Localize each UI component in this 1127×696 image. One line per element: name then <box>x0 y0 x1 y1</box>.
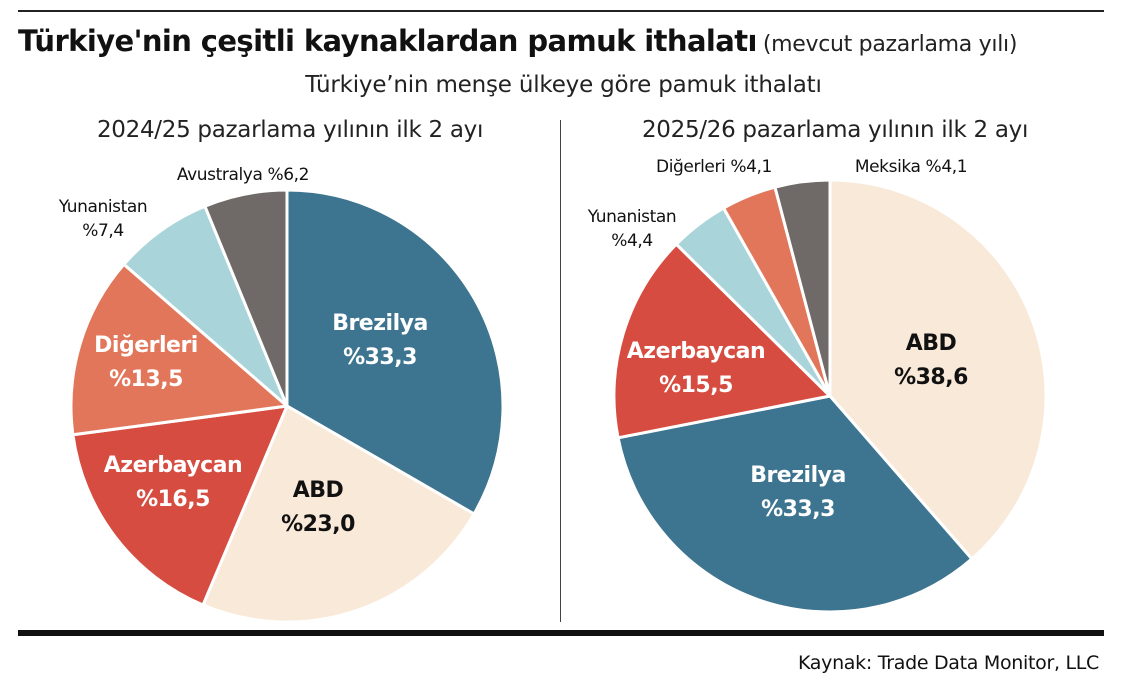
chart-subtitle: Türkiye’nin menşe ülkeye göre pamuk itha… <box>305 72 822 98</box>
slice-name-digerleri: Diğerleri <box>94 333 198 358</box>
slice-label-digerleri: Diğerleri %4,1 <box>656 157 772 177</box>
slice-label-yunanistan: Yunanistan <box>587 207 677 227</box>
pie-slice-abd <box>828 178 1048 561</box>
slice-name-azerbaycan: Azerbaycan <box>627 339 765 364</box>
slice-value-azerbaycan: %15,5 <box>659 373 733 398</box>
slice-value-abd: %38,6 <box>894 365 968 390</box>
pie-slice-azerbaycan <box>71 404 289 607</box>
slice-value-brezilya: %33,3 <box>343 345 417 370</box>
slice-name-abd: ABD <box>293 478 344 503</box>
slice-value-azerbaycan: %16,5 <box>136 487 210 512</box>
chart-title-suffix: (mevcut pazarlama yılı) <box>762 32 1018 57</box>
right-pie-title: 2025/26 pazarlama yılının ilk 2 ayı <box>641 117 1029 143</box>
slice-name-abd: ABD <box>906 331 957 356</box>
slice-label-avustralya: Avustralya %6,2 <box>177 165 309 185</box>
slice-value-digerleri: %13,5 <box>109 367 183 392</box>
pie-slice-yunanistan <box>122 204 289 408</box>
pie-slice-avustralya <box>203 188 289 408</box>
source-note: Kaynak: Trade Data Monitor, LLC <box>797 652 1099 674</box>
slice-value-yunanistan: %7,4 <box>82 221 124 241</box>
pie-slice-brezilya <box>285 188 505 516</box>
slice-name-azerbaycan: Azerbaycan <box>104 453 242 478</box>
slice-name-brezilya: Brezilya <box>750 463 846 488</box>
slice-value-yunanistan: %4,4 <box>611 231 653 251</box>
slice-value-brezilya: %33,3 <box>761 497 835 522</box>
pie-slice-azerbaycan <box>612 242 832 440</box>
pie-slice-digerleri <box>69 262 289 437</box>
left-pie: Brezilya %33,3 ABD %23,0 Azerbaycan %16,5 Diğe… <box>58 165 505 624</box>
right-pie: ABD %38,6 Brezilya %33,3 Azerbaycan %15,5 Yuna… <box>587 157 1048 614</box>
pie-slice-brezilya <box>616 394 974 614</box>
bottom-rule <box>18 630 1104 636</box>
pie-slice-meksika <box>773 178 832 398</box>
slice-value-abd: %23,0 <box>281 512 355 537</box>
title-row: Türkiye'nin çeşitli kaynaklardan pamuk i… <box>18 24 1108 58</box>
slice-name-brezilya: Brezilya <box>332 311 428 336</box>
left-pie-title: 2024/25 pazarlama yılının ilk 2 ayı <box>96 117 484 143</box>
top-rule <box>18 10 1104 12</box>
slice-label-meksika: Meksika %4,1 <box>855 157 967 177</box>
slice-label-yunanistan: Yunanistan <box>58 197 148 217</box>
chart-title: Türkiye'nin çeşitli kaynaklardan pamuk i… <box>18 24 757 58</box>
pie-slice-abd <box>201 404 476 624</box>
center-divider <box>560 120 561 622</box>
